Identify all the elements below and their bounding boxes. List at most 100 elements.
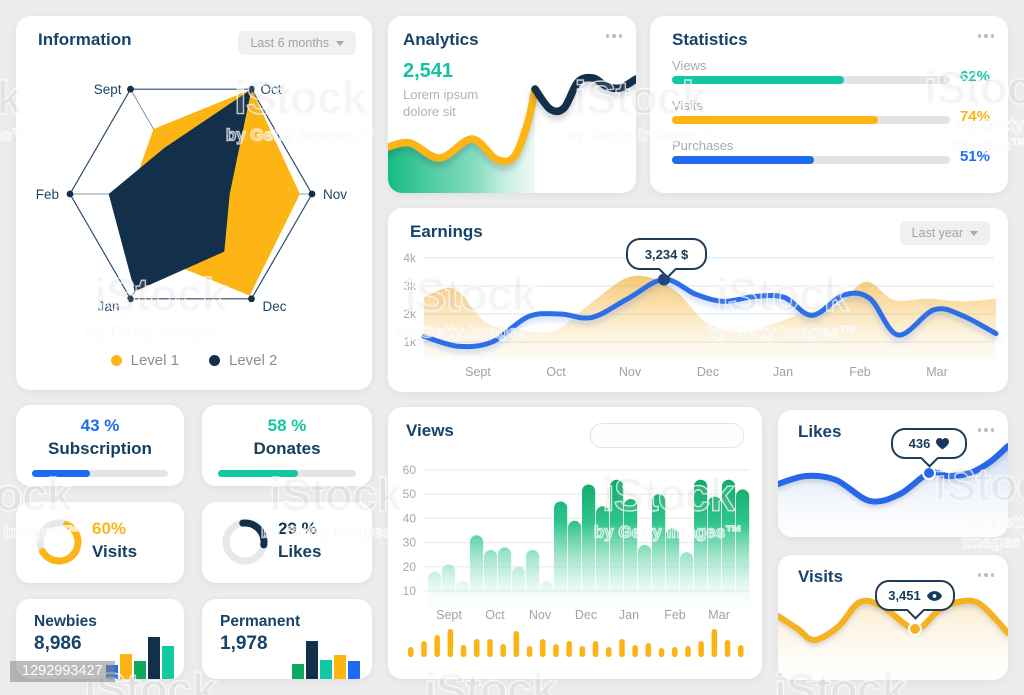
mini-bar [320,660,332,679]
stat-row-value: 51% [959,148,990,165]
likes-tooltip: 436 [891,428,967,468]
mini-bar [348,661,360,679]
svg-text:Dec: Dec [575,608,597,622]
likes-title: Likes [798,422,842,441]
svg-text:Sept: Sept [465,365,491,379]
subscription-card: 43 % Subscription [16,405,184,486]
svg-text:Sept: Sept [436,608,462,622]
newbies-bar-chart [106,637,174,679]
likes-donut-card: 29 % Likes [202,502,372,583]
mini-bar [306,641,318,679]
svg-text:Jan: Jan [98,299,120,314]
level2-dot-icon [209,355,220,366]
earnings-range-dropdown[interactable]: Last year [899,221,990,245]
likes-card: Likes 436 [778,410,1008,537]
mini-bar [334,655,346,679]
more-menu-icon[interactable] [977,573,994,577]
information-range-label: Last 6 months [250,36,329,50]
chevron-down-icon [336,40,344,46]
svg-text:Sept: Sept [94,82,122,97]
more-menu-icon[interactable] [977,34,994,38]
visits-tooltip: 3,451 [875,580,955,620]
likes-donut-label: Likes [278,542,322,561]
subscription-value: 43 % [80,416,120,435]
visits-chart [778,597,1008,680]
statistics-card: Statistics Views 62% Visits 74% Purchase… [650,16,1008,193]
svg-text:60: 60 [403,463,417,477]
subscription-progress [32,470,168,477]
information-title: Information [38,30,132,49]
legend-label: Level 2 [229,352,278,369]
visits-donut-card: 60% Visits [16,502,184,583]
donates-card: 58 % Donates [202,405,372,486]
legend-item-level2: Level 2 [209,352,277,369]
legend-item-level1: Level 1 [110,352,179,369]
svg-text:Oct: Oct [485,608,505,622]
views-title: Views [406,421,454,440]
svg-text:3k: 3k [403,279,417,293]
visits-title: Visits [798,567,844,586]
views-card: Views 60 50 40 30 20 10 Sept Oct Nov Dec Jan Feb Mar [388,407,762,679]
earnings-title: Earnings [410,222,483,241]
svg-text:Oct: Oct [261,82,282,97]
analytics-title: Analytics [403,30,479,49]
analytics-card: Analytics 2,541 Lorem ipsum dolore sit [388,16,636,193]
chevron-down-icon [970,230,978,236]
svg-text:Dec: Dec [697,365,719,379]
stat-row-value: 74% [959,108,990,125]
mini-bar [106,665,118,679]
permanent-title: Permanent [220,613,301,630]
svg-text:Nov: Nov [529,608,552,622]
newbies-value: 8,986 [34,633,82,654]
svg-text:Feb: Feb [36,187,59,202]
eye-icon [926,590,942,601]
stat-row-label: Visits [672,98,703,113]
earnings-range-label: Last year [911,226,963,240]
permanent-card: Permanent 1,978 [202,599,372,679]
analytics-subtitle: Lorem ipsum dolore sit [403,87,479,119]
stat-progress-purchases [672,156,950,164]
svg-text:4k: 4k [403,251,417,265]
newbies-title: Newbies [34,613,97,630]
level1-dot-icon [110,355,122,366]
earnings-tooltip: 3,234 $ [626,238,707,279]
svg-text:Oct: Oct [546,365,566,379]
svg-text:Jan: Jan [773,365,793,379]
svg-text:2k: 2k [403,307,417,321]
svg-text:50: 50 [403,487,417,501]
stat-progress-visits [672,116,950,124]
svg-text:Feb: Feb [664,608,686,622]
visits-donut-value: 60% [92,519,127,538]
search-input[interactable] [591,428,762,443]
analytics-chart [388,73,636,193]
views-bar-chart: 60 50 40 30 20 10 Sept Oct Nov Dec Jan Feb Mar [403,463,750,657]
donates-label: Donates [253,439,321,458]
svg-text:20: 20 [403,560,417,574]
newbies-card: Newbies 8,986 [16,599,184,679]
svg-text:30: 30 [403,536,417,550]
search-box[interactable] [590,423,762,448]
permanent-bar-chart [292,641,360,679]
svg-text:10: 10 [403,584,417,598]
svg-text:Jan: Jan [619,608,639,622]
mini-bar [162,646,174,679]
more-menu-icon[interactable] [977,428,994,432]
earnings-chart: 4k 3k 2k 1k Sept Oct Nov Dec Jan Feb Mar [403,251,999,379]
radar-chart: Sept Oct Nov Dec Jan Feb [36,82,348,314]
heart-icon [936,437,950,449]
information-card: Information Last 6 months Sept Oct Nov Dec J… [16,16,372,390]
mini-bar [148,637,160,679]
svg-text:Dec: Dec [263,299,287,314]
svg-text:40: 40 [403,511,417,525]
statistics-title: Statistics [672,30,748,49]
legend-label: Level 1 [130,352,179,369]
information-range-dropdown[interactable]: Last 6 months [238,31,356,55]
svg-text:Mar: Mar [926,365,948,379]
svg-text:Nov: Nov [323,187,347,202]
stat-row-label: Views [672,58,707,73]
more-menu-icon[interactable] [605,34,622,38]
svg-text:1k: 1k [403,335,417,349]
visits-donut-label: Visits [92,542,138,561]
analytics-value: 2,541 [403,60,454,82]
